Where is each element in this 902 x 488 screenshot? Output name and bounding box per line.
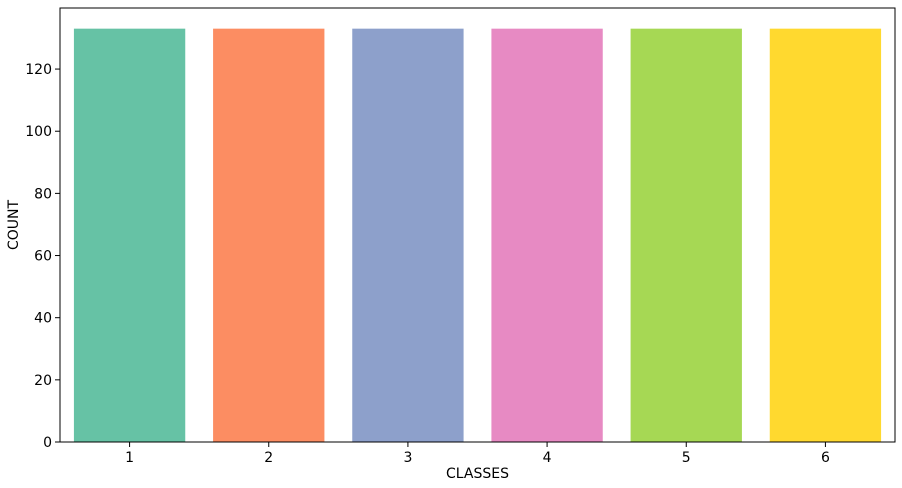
bar-6 xyxy=(769,28,882,443)
bars-group xyxy=(73,28,882,443)
x-tick-label: 5 xyxy=(682,450,691,466)
y-tick-label: 0 xyxy=(43,435,52,451)
x-axis-title: CLASSES xyxy=(446,466,509,482)
bar-1 xyxy=(73,28,186,443)
bar-2 xyxy=(213,28,325,443)
plot-frame xyxy=(59,7,896,443)
x-tick-label: 3 xyxy=(403,450,412,466)
y-axis-title: COUNT xyxy=(6,200,22,251)
bar-4 xyxy=(491,28,603,443)
x-tick-label: 4 xyxy=(543,450,552,466)
y-axis: 0 20 40 60 80 100 120 xyxy=(25,62,60,451)
y-tick-label: 40 xyxy=(34,311,52,327)
bar-3 xyxy=(352,28,464,443)
y-tick-label: 120 xyxy=(25,62,52,78)
y-tick-label: 80 xyxy=(34,186,52,202)
x-axis: 1 2 3 4 5 6 xyxy=(125,442,830,466)
x-tick-label: 2 xyxy=(264,450,273,466)
y-tick-label: 20 xyxy=(34,373,52,389)
y-tick-label: 60 xyxy=(34,249,52,265)
x-tick-label: 6 xyxy=(821,450,830,466)
y-tick-label: 100 xyxy=(25,124,52,140)
bar-5 xyxy=(630,28,742,443)
x-tick-label: 1 xyxy=(125,450,134,466)
